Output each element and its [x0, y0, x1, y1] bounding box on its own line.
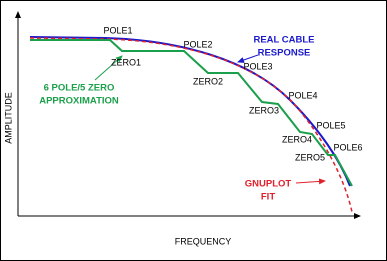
- pole-label: POLE4: [288, 90, 317, 100]
- pole-label: POLE1: [103, 25, 132, 35]
- gnuplot-arrow: [295, 178, 326, 185]
- zero-label: ZERO2: [193, 76, 223, 86]
- callout: REAL CABLE: [253, 35, 314, 46]
- pole-label: POLE6: [333, 142, 362, 152]
- callout: RESPONSE: [258, 48, 311, 59]
- cable-arrow: [237, 54, 259, 63]
- callout: GNUPLOT: [245, 179, 292, 190]
- y-axis-label: AMPLITUDE: [3, 92, 13, 144]
- approximation-arrow: [94, 55, 123, 81]
- gnuplot-curve: [29, 37, 353, 213]
- approximation-curve: [30, 39, 353, 187]
- pole-label: POLE2: [183, 39, 212, 49]
- zero-label: ZERO5: [295, 152, 325, 162]
- zero-label: ZERO1: [111, 57, 141, 67]
- callout: 6 POLE/5 ZERO: [44, 83, 115, 94]
- zero-label: ZERO4: [282, 134, 312, 144]
- callout: APPROXIMATION: [39, 96, 119, 107]
- pole-label: POLE3: [243, 61, 272, 71]
- x-axis-label: FREQUENCY: [175, 236, 232, 246]
- callout: FIT: [261, 192, 275, 203]
- pole-label: POLE5: [316, 120, 345, 130]
- zero-label: ZERO3: [249, 105, 279, 115]
